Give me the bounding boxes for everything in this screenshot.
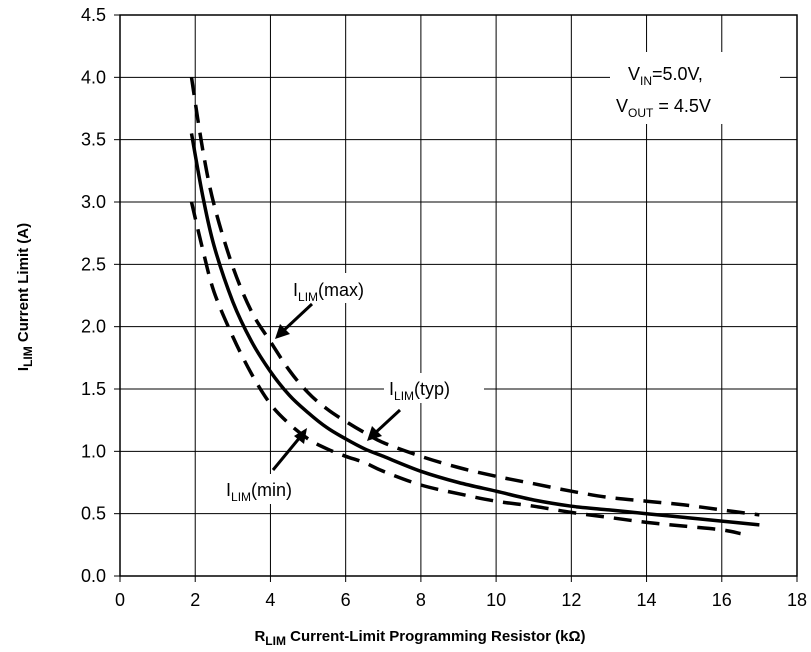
x-axis-title-sub: LIM	[265, 634, 286, 648]
conditions-line-1-a: V	[628, 64, 640, 84]
label-max-sub: LIM	[298, 290, 318, 304]
y-axis-title: ILIM Current Limit (A)	[15, 223, 35, 371]
x-tick-label: 14	[637, 590, 657, 610]
label-min-text: ILIM(min)	[226, 480, 292, 504]
y-tick-label: 1.0	[81, 441, 106, 461]
conditions-line-2-sub: OUT	[628, 106, 654, 120]
y-tick-label: 1.5	[81, 379, 106, 399]
x-tick-label: 6	[341, 590, 351, 610]
conditions-annotation: VIN=5.0V, VOUT = 4.5V	[610, 52, 780, 124]
y-tick-labels: 0.0 0.5 1.0 1.5 2.0 2.5 3.0 3.5 4.0 4.5	[81, 5, 120, 586]
label-ilim-typ: ILIM(typ)	[367, 373, 484, 441]
y-axis-title-sub: LIM	[21, 346, 35, 367]
label-typ-text: ILIM(typ)	[389, 379, 450, 403]
x-axis-title-rest: Current-Limit Programming Resistor (kΩ)	[286, 628, 586, 645]
conditions-line-1-b: =5.0V,	[652, 64, 703, 84]
x-tick-label: 4	[265, 590, 275, 610]
y-tick-label: 2.0	[81, 317, 106, 337]
y-axis-title-prefix: I	[15, 367, 32, 371]
label-max-arrowhead	[275, 324, 290, 339]
x-tick-labels: 0 2 4 6 8 10 12 14 16 18	[115, 576, 807, 610]
y-tick-label: 4.5	[81, 5, 106, 25]
conditions-line-2-b: = 4.5V	[653, 96, 711, 116]
conditions-line-2-a: V	[616, 96, 628, 116]
y-tick-label: 3.0	[81, 192, 106, 212]
y-tick-label: 0.0	[81, 566, 106, 586]
series-line-min	[189, 201, 741, 536]
series-group	[189, 77, 760, 536]
x-axis-title: RLIM Current-Limit Programming Resistor …	[254, 628, 585, 648]
label-min-sub: LIM	[231, 490, 251, 504]
label-ilim-min: ILIM(min)	[220, 428, 320, 504]
label-typ-sub: LIM	[394, 389, 414, 403]
x-tick-label: 8	[416, 590, 426, 610]
label-max-arrow-shaft	[280, 302, 314, 334]
plot-frame	[119, 14, 798, 577]
label-max-text: ILIM(max)	[293, 280, 364, 304]
label-typ-arrow-shaft	[372, 408, 402, 436]
y-tick-label: 0.5	[81, 504, 106, 524]
label-typ-a: I	[389, 379, 394, 399]
label-typ-arrowhead	[367, 426, 382, 441]
y-tick-label: 4.0	[81, 67, 106, 87]
label-typ-b: (typ)	[414, 379, 450, 399]
series-line-max	[189, 77, 760, 517]
label-min-a: I	[226, 480, 231, 500]
y-tick-label: 2.5	[81, 254, 106, 274]
label-ilim-max: ILIM(max)	[275, 273, 392, 339]
label-max-backdrop	[288, 273, 392, 303]
label-min-arrow-shaft	[271, 435, 303, 471]
label-min-backdrop	[220, 474, 320, 504]
label-min-arrowhead	[294, 428, 307, 444]
x-tick-label: 18	[787, 590, 807, 610]
conditions-backdrop	[610, 52, 780, 124]
y-tick-label: 3.5	[81, 130, 106, 150]
x-tick-label: 16	[712, 590, 732, 610]
label-min-b: (min)	[251, 480, 292, 500]
conditions-line-1: VIN=5.0V,	[628, 64, 703, 88]
x-tick-label: 0	[115, 590, 125, 610]
label-max-a: I	[293, 280, 298, 300]
conditions-line-2: VOUT = 4.5V	[616, 96, 711, 120]
conditions-line-1-sub: IN	[640, 74, 652, 88]
x-tick-label: 2	[190, 590, 200, 610]
label-typ-backdrop	[384, 373, 484, 403]
label-max-b: (max)	[318, 280, 364, 300]
x-tick-label: 12	[561, 590, 581, 610]
x-tick-label: 10	[486, 590, 506, 610]
x-axis-title-prefix: R	[254, 628, 265, 645]
series-line-typ	[189, 133, 760, 527]
y-axis-title-rest: Current Limit (A)	[15, 223, 32, 346]
